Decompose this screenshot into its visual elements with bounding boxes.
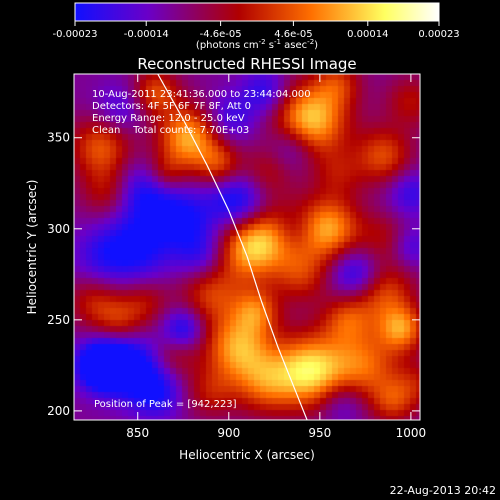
solar-limb-curve	[157, 74, 308, 420]
colorbar-tick-label: 0.00014	[347, 29, 388, 40]
x-axis-ticks: 850 900 950 1000	[126, 74, 426, 440]
y-tick-label: 350	[47, 131, 70, 145]
annotation-time-range: 10-Aug-2011 23:41:36.000 to 23:44:04.000	[92, 89, 311, 100]
annotation-detectors: Detectors: 4F 5F 6F 7F 8F, Att 0	[92, 101, 251, 112]
x-tick-label: 950	[308, 426, 331, 440]
x-tick-label: 850	[126, 426, 149, 440]
peak-position-label: Position of Peak = [942,223]	[94, 399, 237, 410]
x-tick-label: 900	[217, 426, 240, 440]
colorbar-tick-label: -0.00014	[124, 29, 169, 40]
y-tick-label: 200	[47, 404, 70, 418]
colorbar-unit-label: (photons cm-2 s-1 asec-2)	[196, 38, 318, 51]
annotation-energy-range: Energy Range: 12.0 - 25.0 keV	[92, 113, 245, 124]
y-tick-label: 300	[47, 222, 70, 236]
plot-frame	[73, 73, 421, 421]
x-tick-label: 1000	[396, 426, 427, 440]
colorbar-ticks: -0.00023 -0.00014 -4.6e-05 4.6e-05 0.00014 0.…	[53, 21, 460, 40]
colorbar	[74, 2, 440, 22]
date-stamp: 22-Aug-2013 20:42	[390, 484, 496, 497]
y-tick-label: 250	[47, 313, 70, 327]
y-axis-ticks: 200 250 300 350	[47, 131, 420, 418]
colorbar-tick-label: 4.6e-05	[274, 29, 312, 40]
colorbar-tick-label: -0.00023	[53, 29, 98, 40]
colorbar-tick-label: 0.00023	[418, 29, 459, 40]
chart-title: Reconstructed RHESSI Image	[137, 55, 356, 73]
annotation-block: 10-Aug-2011 23:41:36.000 to 23:44:04.000…	[92, 89, 311, 136]
y-axis-label: Heliocentric Y (arcsec)	[25, 180, 39, 315]
colorbar-tick-label: -4.6e-05	[200, 29, 242, 40]
annotation-total-counts: Clean Total counts: 7.70E+03	[92, 125, 249, 136]
x-axis-label: Heliocentric X (arcsec)	[179, 448, 315, 462]
heatmap-image	[74, 74, 420, 420]
